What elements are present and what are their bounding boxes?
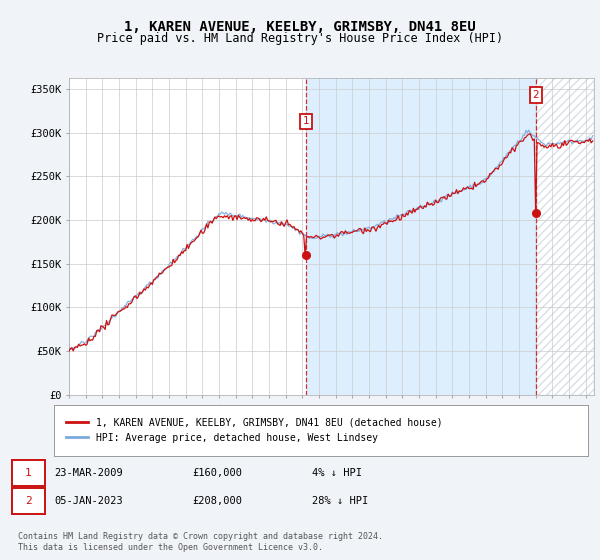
- Text: Contains HM Land Registry data © Crown copyright and database right 2024.: Contains HM Land Registry data © Crown c…: [18, 532, 383, 541]
- Text: £208,000: £208,000: [192, 496, 242, 506]
- Text: 2: 2: [533, 90, 539, 100]
- Text: £160,000: £160,000: [192, 468, 242, 478]
- Bar: [305, 78, 536, 395]
- Text: 05-JAN-2023: 05-JAN-2023: [54, 496, 123, 506]
- Text: 1, KAREN AVENUE, KEELBY, GRIMSBY, DN41 8EU: 1, KAREN AVENUE, KEELBY, GRIMSBY, DN41 8…: [124, 20, 476, 34]
- Text: 28% ↓ HPI: 28% ↓ HPI: [312, 496, 368, 506]
- Legend: 1, KAREN AVENUE, KEELBY, GRIMSBY, DN41 8EU (detached house), HPI: Average price,: 1, KAREN AVENUE, KEELBY, GRIMSBY, DN41 8…: [62, 413, 447, 448]
- Text: Price paid vs. HM Land Registry's House Price Index (HPI): Price paid vs. HM Land Registry's House …: [97, 32, 503, 45]
- Text: 1: 1: [25, 468, 32, 478]
- Text: 23-MAR-2009: 23-MAR-2009: [54, 468, 123, 478]
- Text: 1: 1: [302, 116, 309, 126]
- Text: 4% ↓ HPI: 4% ↓ HPI: [312, 468, 362, 478]
- Text: 2: 2: [25, 496, 32, 506]
- Text: This data is licensed under the Open Government Licence v3.0.: This data is licensed under the Open Gov…: [18, 543, 323, 552]
- Bar: [536, 78, 594, 395]
